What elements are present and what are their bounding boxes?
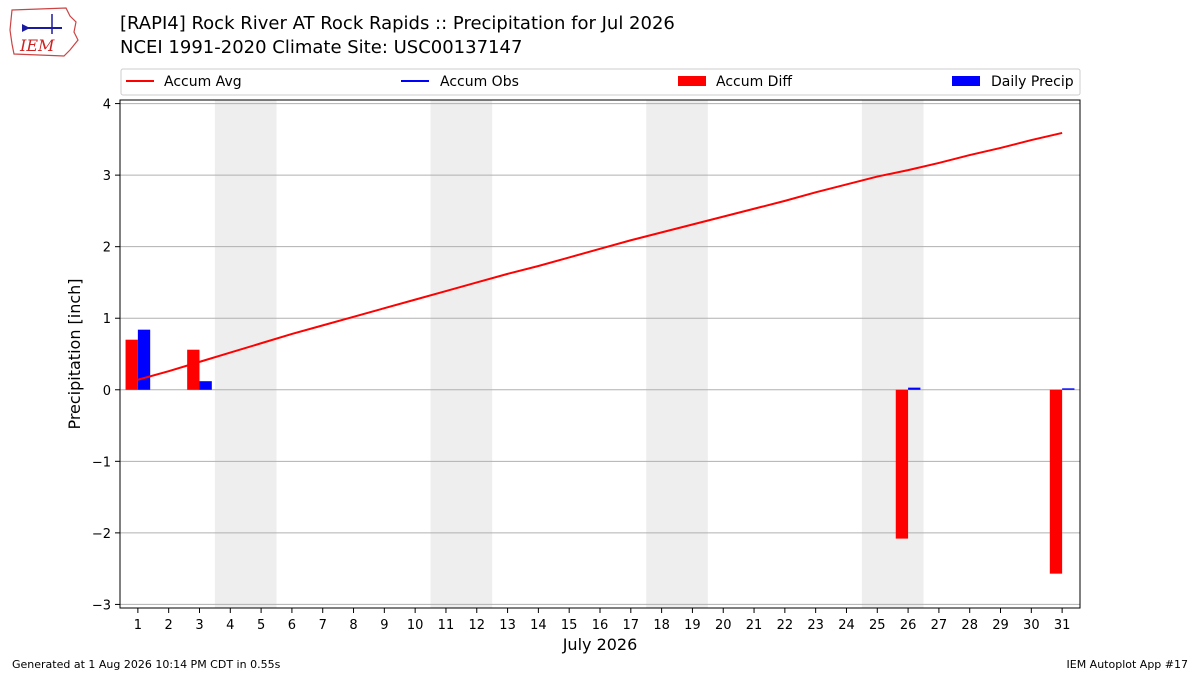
weekend-shading	[214, 100, 924, 608]
lines	[137, 131, 1063, 381]
y-tick-label-7: 4	[103, 98, 111, 113]
y-tick-label-6: 3	[103, 169, 111, 184]
x-tick-label-28: 28	[961, 618, 978, 633]
x-tick-label-12: 12	[468, 618, 485, 633]
x-axis-ticks: 1 2 3 4 5 6 7 8 9 10 11 12 13 14 15 16 17 18 19 20 21 22 23 24 2…	[134, 608, 1071, 633]
daily-precip-bar-1	[137, 329, 151, 390]
chart-title-line2: NCEI 1991-2020 Climate Site: USC00137147	[120, 37, 523, 58]
x-tick-label-8: 8	[349, 618, 357, 633]
x-tick-label-14: 14	[530, 618, 547, 633]
y-tick-label-1: −2	[92, 527, 111, 542]
weekend-band-1	[430, 100, 493, 608]
legend-label-accum-diff: Accum Diff	[716, 74, 792, 90]
x-tick-label-25: 25	[869, 618, 886, 633]
y-tick-label-0: −3	[92, 598, 111, 613]
accum-diff-bar-3	[187, 349, 200, 390]
x-tick-label-29: 29	[992, 618, 1009, 633]
y-tick-label-2: −1	[92, 455, 111, 470]
x-tick-label-7: 7	[319, 618, 327, 633]
x-tick-label-27: 27	[931, 618, 948, 633]
y-tick-label-4: 1	[103, 312, 111, 327]
accum-avg-line	[137, 131, 1063, 381]
legend-label-daily-precip: Daily Precip	[991, 74, 1074, 90]
y-axis-label: Precipitation [inch]	[65, 278, 84, 429]
weather-vane-arrow	[22, 24, 30, 32]
x-tick-label-13: 13	[499, 618, 516, 633]
x-tick-label-6: 6	[288, 618, 296, 633]
weekend-band-2	[646, 100, 708, 608]
iem-logo-text: IEM	[19, 36, 55, 55]
accum-diff-bar-31	[1049, 389, 1063, 574]
legend-swatch-daily-precip	[952, 76, 980, 86]
daily-precip-bar-26	[908, 387, 921, 390]
chart-title-line1: [RAPI4] Rock River AT Rock Rapids :: Pre…	[120, 13, 675, 34]
iem-logo: IEM	[9, 7, 79, 57]
x-tick-label-18: 18	[653, 618, 670, 633]
footer-app: IEM Autoplot App #17	[1066, 658, 1189, 671]
x-tick-label-31: 31	[1054, 618, 1071, 633]
legend-label-accum-avg: Accum Avg	[164, 74, 242, 90]
x-tick-label-1: 1	[134, 618, 142, 633]
x-tick-label-17: 17	[623, 618, 640, 633]
x-tick-label-30: 30	[1023, 618, 1040, 633]
x-tick-label-22: 22	[777, 618, 794, 633]
x-tick-label-4: 4	[226, 618, 234, 633]
x-tick-label-16: 16	[592, 618, 609, 633]
daily-precip-bar-31	[1062, 388, 1075, 390]
iowa-outline-icon	[9, 7, 79, 57]
x-axis-label: July 2026	[562, 635, 638, 654]
x-tick-label-3: 3	[195, 618, 203, 633]
accum-diff-bar-1	[125, 339, 138, 390]
y-gridlines	[120, 103, 1080, 605]
y-tick-label-3: 0	[103, 384, 111, 399]
daily-precip-bar-3	[199, 381, 212, 390]
x-tick-label-19: 19	[684, 618, 701, 633]
bars	[125, 329, 1075, 574]
x-tick-label-26: 26	[900, 618, 917, 633]
legend-box	[120, 68, 1081, 96]
y-tick-label-5: 2	[103, 241, 111, 256]
x-tick-label-2: 2	[165, 618, 173, 633]
legend-label-accum-obs: Accum Obs	[440, 74, 519, 90]
x-tick-label-9: 9	[380, 618, 388, 633]
weekend-band-3	[861, 100, 924, 608]
x-tick-label-5: 5	[257, 618, 265, 633]
legend: Accum Avg Accum Obs Accum Diff Daily Pre…	[120, 68, 1081, 96]
x-tick-label-21: 21	[746, 618, 763, 633]
x-tick-label-20: 20	[715, 618, 732, 633]
x-tick-label-23: 23	[807, 618, 824, 633]
footer-generated: Generated at 1 Aug 2026 10:14 PM CDT in …	[12, 658, 281, 671]
x-tick-label-11: 11	[438, 618, 455, 633]
y-axis-ticks: −3 −2 −1 0 1 2 3 4	[92, 98, 120, 613]
x-tick-label-24: 24	[838, 618, 855, 633]
accum-diff-bar-26	[895, 389, 909, 539]
legend-swatch-accum-diff	[678, 76, 706, 86]
x-tick-label-10: 10	[407, 618, 424, 633]
x-tick-label-15: 15	[561, 618, 578, 633]
